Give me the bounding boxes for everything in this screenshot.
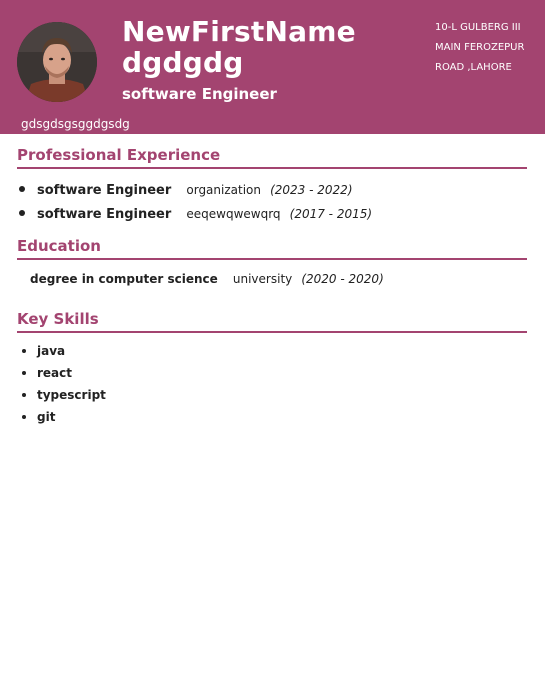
experience-dates: (2023 - 2022) (270, 183, 353, 197)
skill-item: react (17, 362, 527, 384)
last-name: dgdgdg (122, 46, 244, 79)
address-line: ROAD ,LAHORE (435, 62, 512, 73)
first-name: NewFirstName (122, 15, 356, 48)
education-dates: (2020 - 2020) (301, 272, 384, 286)
summary: gdsgdsgsggdgsdg (21, 117, 130, 131)
section-title: Education (17, 237, 527, 260)
experience-list: software Engineer organization (2023 - 2… (17, 177, 527, 225)
experience-dates: (2017 - 2015) (289, 207, 373, 221)
experience-role: software Engineer (37, 207, 172, 222)
education-item: degree in computer science university (2… (17, 266, 527, 290)
job-title: software Engineer (122, 85, 277, 103)
skills-list: java react typescript git (17, 340, 527, 428)
skill-item: git (17, 406, 527, 428)
skill-item: java (17, 340, 527, 362)
education-list: degree in computer science university (2… (17, 266, 527, 290)
experience-organization: eeqewqwewqrq (186, 207, 281, 221)
section-title: Key Skills (17, 310, 527, 333)
experience-role: software Engineer (37, 183, 172, 198)
address: 10-L GULBERG III MAIN FEROZEPUR ROAD ,LA… (435, 18, 540, 78)
avatar (17, 22, 97, 102)
experience-section: Professional Experience software Enginee… (17, 146, 527, 225)
section-title: Professional Experience (17, 146, 527, 169)
skill-item: typescript (17, 384, 527, 406)
full-name: NewFirstName dgdgdg (122, 16, 356, 78)
address-line: 10-L GULBERG III (435, 22, 521, 33)
education-degree: degree in computer science (30, 272, 218, 286)
address-line: MAIN FEROZEPUR (435, 42, 525, 53)
skills-section: Key Skills java react typescript git (17, 310, 527, 428)
experience-item: software Engineer organization (2023 - 2… (17, 177, 527, 201)
experience-item: software Engineer eeqewqwewqrq (2017 - 2… (17, 201, 527, 225)
profile-photo (17, 22, 97, 102)
education-institution: university (232, 272, 293, 286)
education-section: Education degree in computer science uni… (17, 237, 527, 290)
resume-header: NewFirstName dgdgdg software Engineer 10… (0, 0, 545, 134)
experience-organization: organization (186, 183, 261, 197)
